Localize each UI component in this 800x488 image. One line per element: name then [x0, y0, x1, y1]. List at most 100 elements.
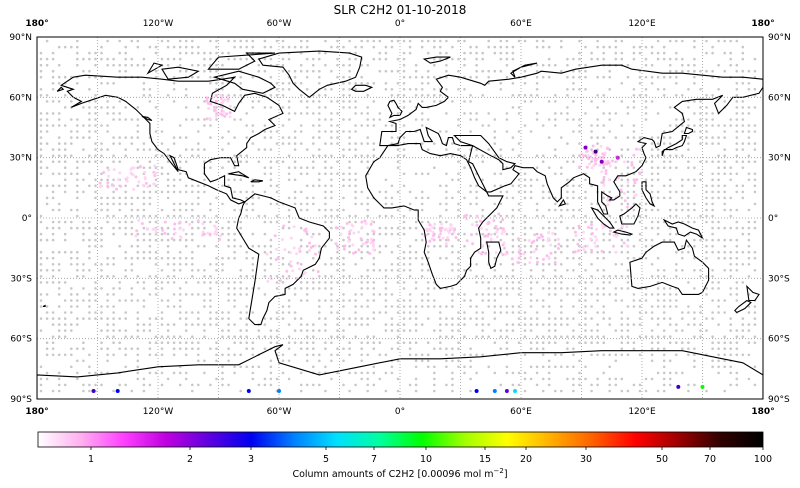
- sample-dot: [384, 299, 388, 302]
- sample-dot: [614, 299, 618, 302]
- sample-dot: [511, 371, 515, 375]
- sample-dot: [63, 124, 67, 127]
- sample-dot: [644, 106, 648, 109]
- sample-dot: [63, 281, 67, 284]
- sample-dot: [511, 226, 515, 230]
- low-value-dot: [212, 105, 216, 109]
- sample-dot: [275, 329, 279, 332]
- low-value-dot: [208, 233, 212, 237]
- sample-dot: [112, 263, 115, 266]
- sample-dot: [293, 130, 297, 133]
- sample-dot: [747, 106, 751, 109]
- sample-dot: [668, 154, 672, 157]
- low-value-dot: [110, 183, 114, 187]
- sample-dot: [693, 39, 696, 43]
- sample-dot: [439, 305, 442, 308]
- sample-dot: [626, 287, 630, 290]
- sample-dot: [723, 154, 726, 157]
- low-value-dot: [343, 244, 347, 248]
- sample-dot: [747, 226, 751, 230]
- sample-dot: [590, 335, 593, 339]
- sample-dot: [287, 57, 291, 61]
- sample-dot: [318, 148, 321, 151]
- sample-dot: [239, 220, 242, 224]
- sample-dot: [638, 45, 642, 49]
- sample-dot: [547, 365, 551, 369]
- sample-dot: [396, 160, 400, 163]
- sample-dot: [608, 353, 611, 357]
- sample-dot: [57, 323, 61, 326]
- low-value-dot: [213, 108, 217, 112]
- sample-dot: [184, 220, 188, 224]
- sample-dot: [608, 275, 611, 278]
- sample-dot: [312, 196, 315, 200]
- sample-dot: [414, 250, 418, 254]
- sample-dot: [535, 45, 539, 49]
- sample-dot: [76, 293, 79, 296]
- sample-dot: [596, 335, 599, 339]
- sample-dot: [451, 244, 454, 248]
- sample-dot: [112, 142, 115, 145]
- low-value-dot: [154, 227, 158, 231]
- sample-dot: [705, 190, 708, 194]
- sample-dot: [723, 311, 726, 314]
- sample-dot: [711, 238, 714, 242]
- low-value-dot: [141, 183, 145, 187]
- sample-dot: [160, 323, 164, 326]
- low-value-dot: [297, 247, 301, 251]
- sample-dot: [39, 166, 43, 169]
- sample-dot: [535, 88, 539, 91]
- low-value-dot: [547, 231, 551, 235]
- sample-dot: [741, 45, 745, 49]
- sample-dot: [420, 299, 424, 302]
- sample-dot: [88, 51, 91, 55]
- sample-dot: [203, 118, 206, 121]
- sample-dot: [251, 75, 255, 79]
- sample-dot: [130, 232, 134, 236]
- sample-dot: [112, 190, 115, 194]
- sample-dot: [747, 160, 751, 163]
- sample-dot: [499, 226, 503, 230]
- sample-dot: [360, 190, 364, 194]
- sample-dot: [475, 75, 478, 79]
- sample-dot: [523, 124, 527, 127]
- sample-dot: [148, 220, 152, 224]
- sample-dot: [650, 148, 654, 151]
- sample-dot: [584, 287, 587, 290]
- sample-dot: [166, 238, 170, 242]
- sample-dot: [681, 256, 684, 260]
- sample-dot: [608, 148, 611, 151]
- sample-dot: [505, 329, 509, 332]
- sample-dot: [511, 208, 515, 212]
- sample-dot: [511, 94, 515, 97]
- low-value-dot: [486, 234, 490, 238]
- sample-dot: [178, 305, 182, 308]
- sample-dot: [426, 365, 430, 369]
- sample-dot: [100, 226, 103, 230]
- sample-dot: [130, 287, 134, 290]
- sample-dot: [481, 232, 485, 236]
- latitude-label-right: 90°S: [768, 395, 790, 405]
- sample-dot: [330, 263, 333, 266]
- sample-dot: [735, 220, 739, 224]
- sample-dot: [360, 371, 364, 375]
- sample-dot: [184, 377, 188, 381]
- sample-dot: [330, 287, 333, 290]
- sample-dot: [94, 263, 97, 266]
- sample-dot: [342, 226, 345, 230]
- sample-dot: [360, 75, 364, 79]
- sample-dot: [620, 148, 624, 151]
- low-value-dot: [601, 226, 605, 230]
- sample-dot: [717, 220, 720, 224]
- sample-dot: [88, 136, 91, 139]
- sample-dot: [535, 317, 539, 320]
- sample-dot: [511, 287, 515, 290]
- sample-dot: [360, 39, 364, 43]
- sample-dot: [378, 232, 382, 236]
- low-value-dot: [351, 243, 355, 247]
- sample-dot: [711, 142, 714, 145]
- sample-dot: [112, 63, 115, 67]
- sample-dot: [402, 94, 406, 97]
- sample-dot: [620, 154, 624, 157]
- sample-dot: [312, 365, 315, 369]
